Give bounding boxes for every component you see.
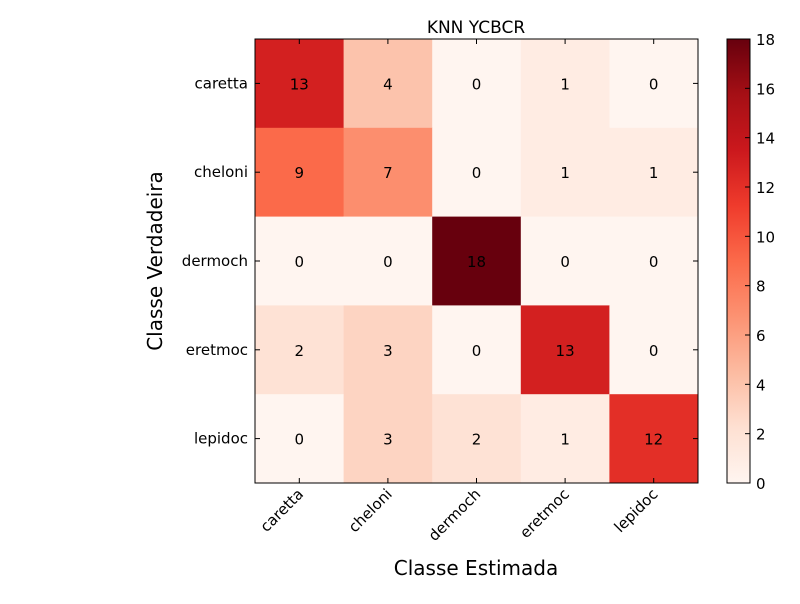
cell-value-label: 1 (560, 431, 570, 449)
y-tick-label: eretmoc (186, 341, 248, 359)
colorbar-tick-label: 12 (756, 179, 775, 197)
heatmap-cell (520, 305, 610, 395)
cell-value-label: 13 (290, 75, 309, 93)
cell-value-label: 0 (649, 342, 659, 360)
heatmap-cell (255, 127, 345, 218)
x-tick-label: cheloni (345, 485, 396, 536)
heatmap-cell (343, 305, 433, 395)
heatmap-cell (255, 305, 345, 395)
cell-value-label: 1 (560, 75, 570, 93)
cell-value-label: 1 (560, 164, 570, 182)
heatmap-cell (609, 127, 699, 218)
cell-value-label: 18 (467, 253, 486, 271)
heatmap-cell (432, 216, 522, 306)
heatmap-cell (255, 216, 345, 306)
cell-value-label: 4 (383, 75, 393, 93)
heatmap-cell (432, 127, 522, 218)
colorbar-tick-label: 6 (756, 327, 766, 345)
cell-value-label: 0 (472, 75, 482, 93)
y-tick-label: caretta (195, 74, 248, 92)
heatmap-cell (609, 216, 699, 306)
y-axis-ticks: caretta cheloni dermoch eretmoc lepidoc (182, 74, 698, 448)
colorbar-tick-label: 10 (756, 228, 775, 246)
heatmap-cell (609, 305, 699, 395)
heatmap-cell (609, 394, 699, 484)
x-tick-label: eretmoc (516, 485, 573, 542)
colorbar-tick-label: 4 (756, 376, 766, 394)
y-tick-label: dermoch (182, 252, 248, 270)
y-tick-label: cheloni (194, 163, 248, 181)
x-tick-label: dermoch (425, 485, 485, 545)
cell-value-label: 7 (383, 164, 393, 182)
heatmap-cell (520, 216, 610, 306)
cell-value-label: 3 (383, 431, 393, 449)
cell-value-label: 0 (295, 253, 305, 271)
colorbar-ticks: 0 2 4 6 8 10 12 14 16 18 (745, 31, 775, 493)
cell-value-label: 0 (472, 164, 482, 182)
colorbar (726, 38, 751, 484)
chart-title: KNN YCBCR (427, 18, 526, 38)
heatmap-cell (255, 394, 345, 484)
heatmap-cell (255, 39, 345, 129)
cell-value-label: 1 (649, 164, 659, 182)
cell-value-label: 0 (383, 253, 393, 271)
x-tick-label: caretta (257, 485, 308, 536)
colorbar-tick-label: 18 (756, 31, 775, 49)
y-tick-label: lepidoc (194, 430, 248, 448)
heatmap-cell (343, 39, 433, 129)
heatmap-cell (432, 394, 522, 484)
heatmap-cell (609, 39, 699, 129)
cell-value-label: 12 (644, 431, 663, 449)
cell-value-label: 0 (649, 253, 659, 271)
cell-value-label: 0 (295, 431, 305, 449)
cell-value-label: 0 (472, 342, 482, 360)
colorbar-tick-label: 14 (756, 130, 775, 148)
colorbar-tick-label: 0 (756, 475, 766, 493)
x-axis-label: Classe Estimada (394, 556, 558, 580)
cell-value-label: 9 (295, 164, 305, 182)
cell-value-label: 13 (556, 342, 575, 360)
colorbar-tick-label: 2 (756, 426, 766, 444)
x-tick-label: lepidoc (611, 485, 662, 536)
cell-value-label: 0 (560, 253, 570, 271)
heatmap-cell (343, 127, 433, 218)
y-axis-label: Classe Verdadeira (143, 171, 167, 351)
colorbar-tick-label: 16 (756, 80, 775, 98)
cell-value-label: 2 (472, 431, 482, 449)
heatmap-cell (520, 39, 610, 129)
heatmap-cell (520, 127, 610, 218)
heatmap-cell (432, 305, 522, 395)
heatmap-cell (520, 394, 610, 484)
heatmap-cells (255, 39, 699, 484)
colorbar-tick-label: 8 (756, 278, 766, 296)
heatmap-cell (343, 394, 433, 484)
cell-value-label: 2 (295, 342, 305, 360)
heatmap-cell-labels: 13 4 0 1 0 9 7 0 1 1 0 0 18 0 0 2 3 0 13 0 0 3 2 1 12 (290, 75, 663, 448)
heatmap-cell (343, 216, 433, 306)
cell-value-label: 0 (649, 75, 659, 93)
heatmap-cell (432, 39, 522, 129)
cell-value-label: 3 (383, 342, 393, 360)
